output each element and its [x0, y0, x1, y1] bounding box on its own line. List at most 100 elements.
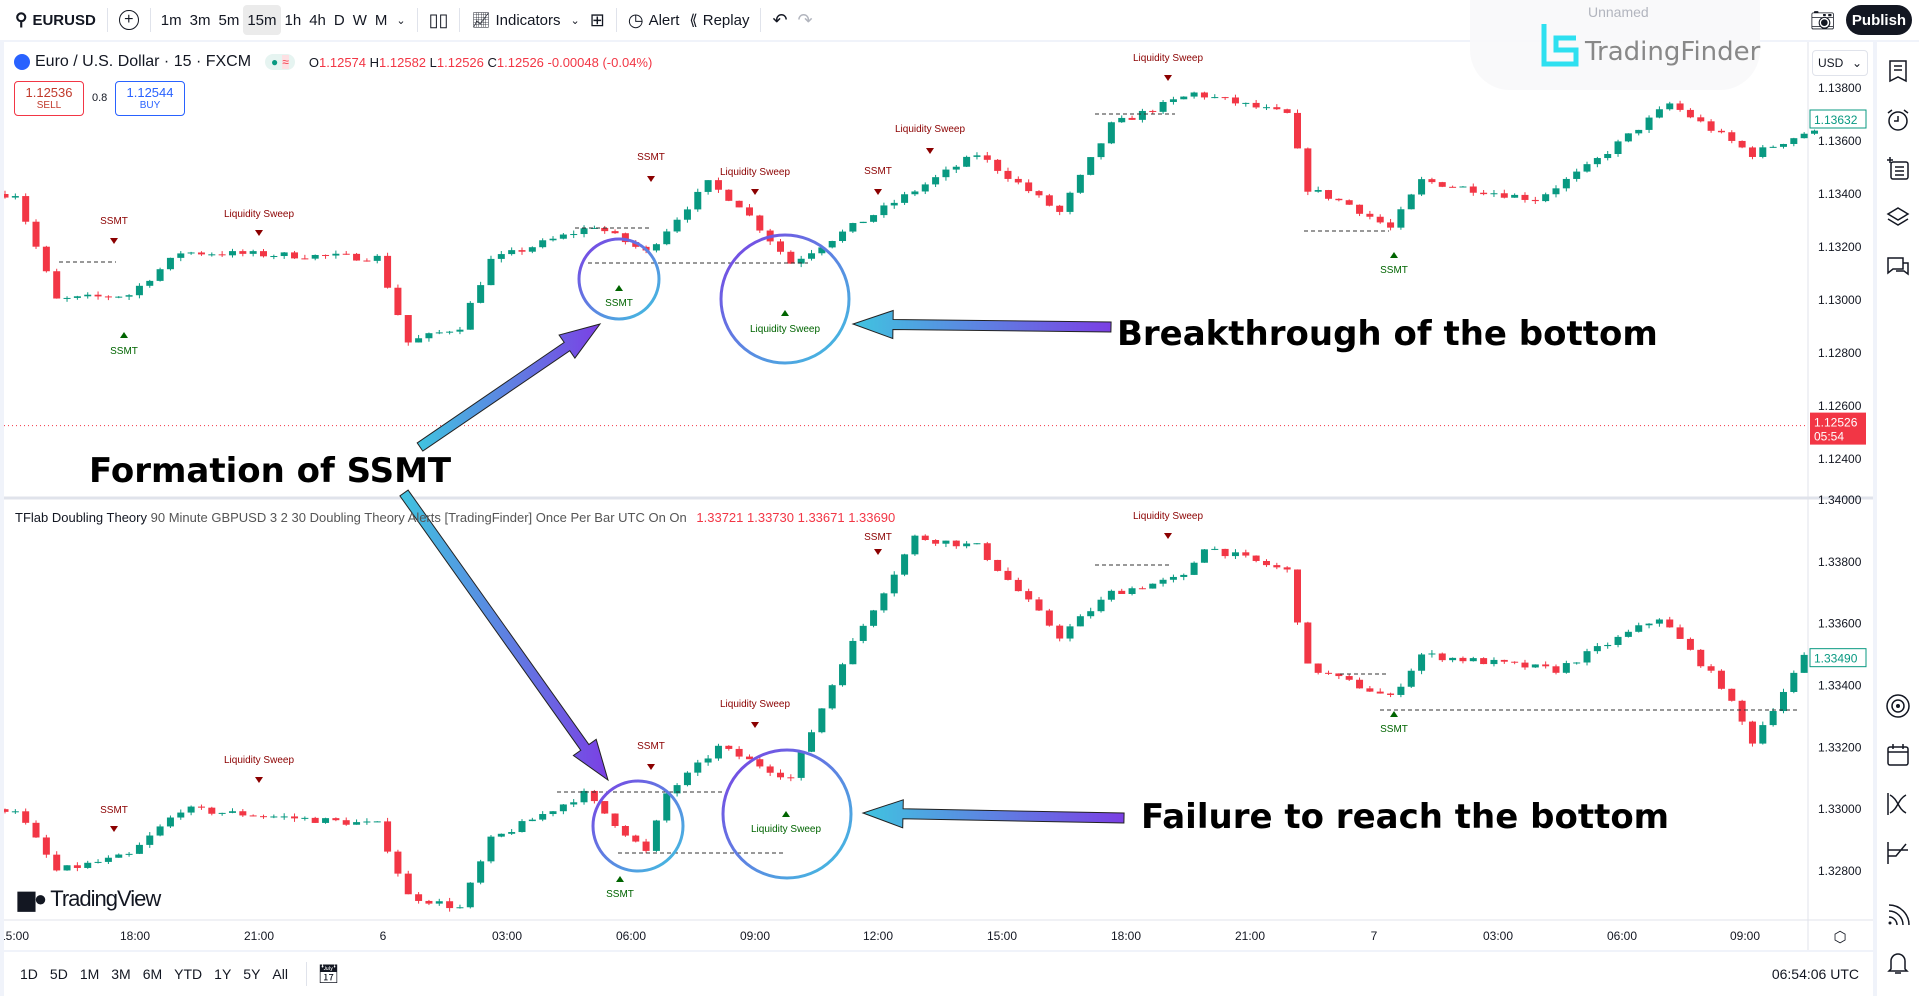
alert-button[interactable]: ◷ Alert	[627, 9, 680, 30]
add-note-icon[interactable]	[1885, 156, 1911, 182]
candle-body	[1138, 110, 1146, 120]
candle-body	[239, 251, 247, 254]
symbol-search[interactable]: ⚲ EURUSD	[15, 10, 96, 29]
signal-icon[interactable]	[1885, 901, 1911, 927]
tradingview-logo[interactable]: ▆● TradingView	[18, 886, 161, 911]
crossing-arrows-icon[interactable]	[1885, 791, 1911, 817]
calendar-icon[interactable]	[1885, 742, 1911, 768]
currency-selector[interactable]: USD ⌄	[1812, 50, 1868, 76]
redo-button[interactable]: ↷	[793, 5, 818, 35]
price-tick: 1.33400	[1818, 679, 1862, 693]
bearish-marker-label: Liquidity Sweep	[1133, 511, 1203, 522]
range-1D[interactable]: 1D	[20, 966, 38, 982]
compare-symbol-button[interactable]: +	[114, 5, 144, 35]
range-6M[interactable]: 6M	[142, 966, 163, 982]
range-All[interactable]: All	[272, 966, 288, 982]
candle-body	[1283, 109, 1291, 113]
candle-body	[777, 772, 784, 778]
indicator-legend[interactable]: TFlab Doubling Theory 90 Minute GBPUSD 3…	[15, 510, 896, 525]
date-range-calendar-icon[interactable]: 📅︎	[316, 963, 340, 984]
candle-body	[1407, 670, 1415, 687]
candle-body	[849, 223, 857, 232]
candle-body	[663, 231, 671, 245]
search-icon: ⚲	[15, 10, 28, 29]
sell-button[interactable]: 1.12536 SELL	[14, 81, 84, 116]
candle-body	[1345, 676, 1353, 680]
chart-background	[4, 42, 1873, 950]
candle-body	[797, 258, 805, 264]
utc-clock[interactable]: 06:54:06 UTC	[1771, 966, 1859, 982]
timeframe-D[interactable]: D	[333, 11, 345, 29]
candle-body	[994, 559, 1002, 571]
candle-body	[415, 894, 423, 901]
bell-icon[interactable]	[1885, 950, 1911, 976]
layouts-button[interactable]: ⊞	[585, 5, 610, 35]
range-YTD[interactable]: YTD	[174, 966, 203, 982]
candle-body	[1707, 666, 1715, 671]
bullish-marker-label: SSMT	[606, 889, 634, 900]
chat-icon[interactable]	[1885, 254, 1911, 280]
replay-button[interactable]: ⟪ Replay	[689, 11, 750, 30]
target-icon[interactable]	[1885, 693, 1911, 719]
candle-body	[1138, 588, 1146, 590]
timeframe-4h[interactable]: 4h	[309, 11, 326, 29]
timeframe-3m[interactable]: 3m	[189, 11, 211, 29]
candle-body	[218, 254, 226, 256]
candle-body	[1252, 102, 1260, 108]
candle-body	[1573, 662, 1581, 664]
candle-body	[1438, 182, 1446, 187]
chart-area[interactable]: 1.13800 1.13600 1.13400 1.13200 1.13000 1.128…	[4, 42, 1873, 950]
candle-body	[1790, 138, 1798, 144]
candle-body	[373, 255, 381, 261]
price-tick: 1.12600	[1818, 399, 1862, 413]
candle-body	[1624, 133, 1632, 142]
indicators-button[interactable]: 📈︎ Indicators	[471, 11, 561, 30]
range-5D[interactable]: 5D	[49, 966, 68, 982]
strategy-icon[interactable]	[1885, 840, 1911, 866]
camera-icon[interactable]: 📷︎	[1810, 10, 1836, 32]
chart-canvas[interactable]: 1.13800 1.13600 1.13400 1.13200 1.13000 1.128…	[4, 42, 1873, 950]
time-tick: 12:00	[863, 929, 893, 943]
candle-body	[611, 231, 619, 234]
layers-icon[interactable]	[1885, 205, 1911, 231]
range-3M[interactable]: 3M	[111, 966, 131, 982]
ohlc-values: O1.12574 H1.12582 L1.12526 C1.12526 -0.0…	[308, 54, 653, 70]
candle-body	[714, 745, 722, 759]
candle-body	[53, 271, 61, 299]
timeframe-5m[interactable]: 5m	[218, 11, 240, 29]
candle-body	[1480, 658, 1488, 665]
buy-button[interactable]: 1.12544 BUY	[115, 81, 185, 116]
timeframe-W[interactable]: W	[352, 11, 367, 29]
alerts-clock-icon[interactable]	[1885, 107, 1911, 133]
candle-body	[621, 233, 629, 243]
range-1M[interactable]: 1M	[79, 966, 100, 982]
candle-body	[1387, 693, 1395, 695]
range-5Y[interactable]: 5Y	[243, 966, 261, 982]
bullish-marker-label: Liquidity Sweep	[751, 824, 821, 835]
time-tick: 06:00	[616, 929, 646, 943]
timeframe-1m[interactable]: 1m	[160, 11, 182, 29]
candle-body	[849, 640, 857, 665]
candle-body	[559, 804, 567, 812]
chart-type-button[interactable]: ▯▯	[424, 5, 454, 35]
grid-icon: ⊞	[589, 9, 605, 30]
undo-button[interactable]: ↶	[767, 5, 792, 35]
timeframe-M[interactable]: M	[374, 11, 388, 29]
layout-name-button[interactable]: Unnamed	[1588, 4, 1649, 20]
candle-body	[921, 535, 929, 541]
timeframe-1h[interactable]: 1h	[284, 11, 302, 29]
timeframe-15m[interactable]: 15m	[243, 5, 281, 35]
publish-button[interactable]: Publish	[1846, 5, 1912, 35]
candle-body	[1159, 101, 1167, 112]
candle-body	[570, 234, 578, 236]
candle-body	[1345, 200, 1353, 205]
bearish-marker-label: Liquidity Sweep	[720, 699, 790, 710]
candle-body	[797, 751, 805, 778]
candle-body	[249, 815, 257, 817]
symbol-title[interactable]: Euro / U.S. Dollar · 15 · FXCM	[35, 53, 252, 70]
watchlist-icon[interactable]	[1885, 58, 1911, 84]
timeframe-dropdown[interactable]: ⌄	[391, 5, 410, 35]
candle-body	[1314, 663, 1322, 673]
range-1Y[interactable]: 1Y	[214, 966, 232, 982]
indicators-dropdown[interactable]: ⌄	[566, 5, 585, 35]
